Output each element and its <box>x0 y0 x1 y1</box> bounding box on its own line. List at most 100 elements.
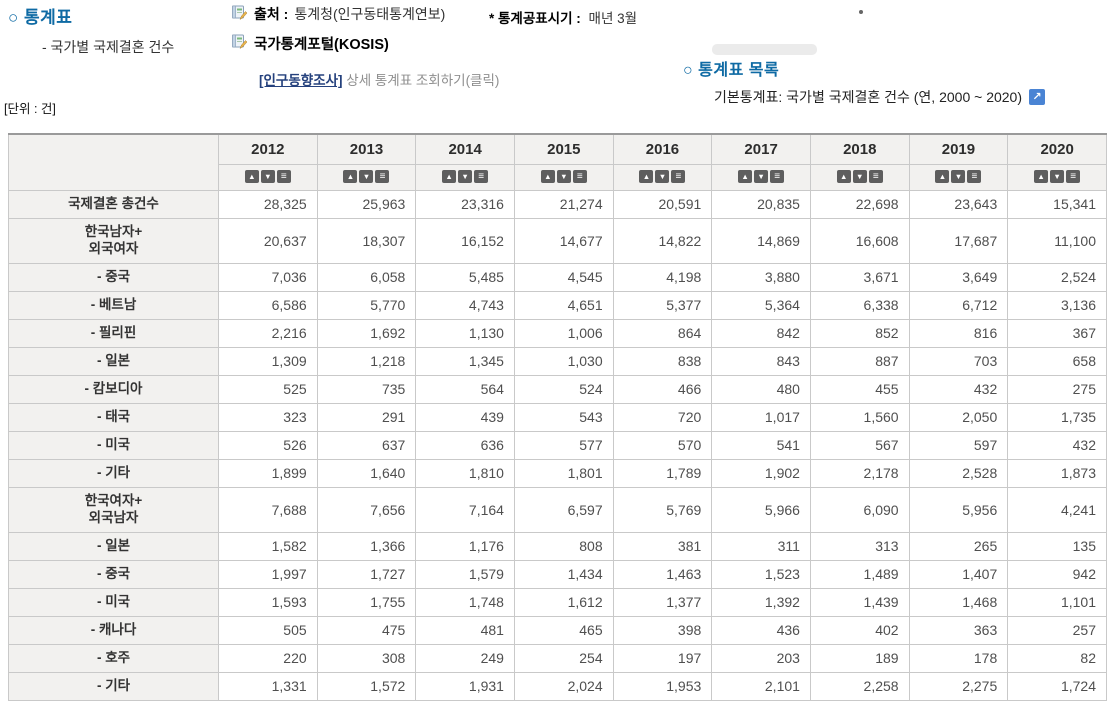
year-header-row: 2012 2013 2014 2015 2016 2017 2018 2019 2020 <box>8 133 1107 191</box>
data-cell: 3,671 <box>809 262 910 292</box>
data-cell: 203 <box>711 643 811 673</box>
sort-asc-button[interactable]: ▲ <box>442 170 457 184</box>
data-cell: 20,637 <box>218 217 318 264</box>
sort-desc-button[interactable]: ▼ <box>754 170 769 184</box>
data-cell: 5,485 <box>415 262 515 292</box>
data-cell: 564 <box>415 374 515 404</box>
year-header: 2016 <box>612 133 713 165</box>
year-header: 2012 <box>218 133 318 165</box>
data-cell: 189 <box>809 643 910 673</box>
sort-list-button[interactable]: ≡ <box>770 170 785 184</box>
data-cell: 5,956 <box>908 486 1009 533</box>
sort-desc-button[interactable]: ▼ <box>655 170 670 184</box>
data-cell: 2,275 <box>908 671 1009 701</box>
sort-list-button[interactable]: ≡ <box>375 170 390 184</box>
sort-list-button[interactable]: ≡ <box>572 170 587 184</box>
table-row: - 베트남 6,586 5,770 4,743 4,651 5,377 5,364 6,338… <box>8 290 1107 320</box>
data-cell: 20,835 <box>711 189 811 219</box>
detail-link-label[interactable]: [인구동향조사] <box>259 73 343 88</box>
data-cell: 541 <box>711 430 811 460</box>
data-cell: 5,364 <box>711 290 811 320</box>
data-cell: 323 <box>218 402 318 432</box>
data-cell: 942 <box>1007 559 1107 589</box>
sort-desc-button[interactable]: ▼ <box>359 170 374 184</box>
table-row: - 호주 220 308 249 254 197 203 189 178 82 <box>8 643 1107 673</box>
data-cell: 82 <box>1007 643 1107 673</box>
data-cell: 1,439 <box>809 587 910 617</box>
data-cell: 6,090 <box>809 486 910 533</box>
sort-controls: ▲ ▼ ≡ <box>415 163 515 191</box>
data-cell: 6,597 <box>513 486 614 533</box>
data-cell: 1,392 <box>711 587 811 617</box>
row-label: 국제결혼 총건수 <box>8 189 219 219</box>
data-cell: 1,309 <box>218 346 318 376</box>
sort-desc-button[interactable]: ▼ <box>852 170 867 184</box>
sort-asc-button[interactable]: ▲ <box>836 170 851 184</box>
sort-list-button[interactable]: ≡ <box>671 170 686 184</box>
data-cell: 658 <box>1007 346 1107 376</box>
sort-list-button[interactable]: ≡ <box>276 170 291 184</box>
data-cell: 864 <box>612 318 713 348</box>
data-cell: 577 <box>513 430 614 460</box>
row-label: - 베트남 <box>8 290 219 320</box>
sort-controls: ▲ ▼ ≡ <box>513 163 614 191</box>
data-cell: 2,216 <box>218 318 318 348</box>
data-cell: 1,953 <box>612 671 713 701</box>
data-cell: 2,050 <box>908 402 1009 432</box>
data-cell: 1,997 <box>218 559 318 589</box>
portal-label: 국가통계포털(KOSIS) <box>254 37 389 53</box>
sort-list-button[interactable]: ≡ <box>1066 170 1081 184</box>
data-cell: 4,743 <box>415 290 515 320</box>
sort-desc-button[interactable]: ▼ <box>260 170 275 184</box>
publish-label: * 통계공표시기 : <box>489 11 581 26</box>
data-cell: 2,258 <box>809 671 910 701</box>
data-cell: 1,692 <box>316 318 417 348</box>
portal-row: 국가통계포털(KOSIS) <box>231 33 389 54</box>
data-cell: 3,649 <box>908 262 1009 292</box>
row-label: - 태국 <box>8 402 219 432</box>
data-cell: 367 <box>1007 318 1107 348</box>
sort-asc-button[interactable]: ▲ <box>639 170 654 184</box>
data-cell: 254 <box>513 643 614 673</box>
data-cell: 17,687 <box>908 217 1009 264</box>
data-cell: 402 <box>809 615 910 645</box>
row-label: - 미국 <box>8 587 219 617</box>
data-cell: 816 <box>908 318 1009 348</box>
data-cell: 6,338 <box>809 290 910 320</box>
sort-desc-button[interactable]: ▼ <box>951 170 966 184</box>
table-row: - 캐나다 505 475 481 465 398 436 402 363 257 <box>8 615 1107 645</box>
sort-desc-button[interactable]: ▼ <box>458 170 473 184</box>
sort-controls: ▲ ▼ ≡ <box>316 163 417 191</box>
circle-bullet-icon: ○ <box>8 8 19 27</box>
sort-controls: ▲ ▼ ≡ <box>612 163 713 191</box>
sort-asc-button[interactable]: ▲ <box>738 170 753 184</box>
detail-link[interactable]: [인구동향조사] 상세 통계표 조회하기(클릭) <box>259 69 499 89</box>
data-cell: 4,241 <box>1007 486 1107 533</box>
sort-list-button[interactable]: ≡ <box>474 170 489 184</box>
data-cell: 6,712 <box>908 290 1009 320</box>
data-cell: 2,178 <box>809 458 910 488</box>
data-cell: 1,579 <box>415 559 515 589</box>
sort-list-button[interactable]: ≡ <box>967 170 982 184</box>
sort-desc-button[interactable]: ▼ <box>556 170 571 184</box>
sort-desc-button[interactable]: ▼ <box>1050 170 1065 184</box>
sort-list-button[interactable]: ≡ <box>868 170 883 184</box>
data-cell: 567 <box>809 430 910 460</box>
notebook-pencil-icon <box>231 4 248 24</box>
data-cell: 4,545 <box>513 262 614 292</box>
sort-asc-button[interactable]: ▲ <box>1034 170 1049 184</box>
data-cell: 1,755 <box>316 587 417 617</box>
sort-asc-button[interactable]: ▲ <box>540 170 555 184</box>
data-cell: 135 <box>1007 531 1107 561</box>
data-cell: 1,523 <box>711 559 811 589</box>
external-link-icon[interactable]: ↗ <box>1029 89 1045 105</box>
sort-asc-button[interactable]: ▲ <box>343 170 358 184</box>
data-cell: 1,572 <box>316 671 417 701</box>
sort-asc-button[interactable]: ▲ <box>244 170 259 184</box>
sort-controls: ▲ ▼ ≡ <box>711 163 811 191</box>
data-cell: 1,789 <box>612 458 713 488</box>
data-cell: 1,612 <box>513 587 614 617</box>
sort-asc-button[interactable]: ▲ <box>935 170 950 184</box>
data-cell: 16,152 <box>415 217 515 264</box>
